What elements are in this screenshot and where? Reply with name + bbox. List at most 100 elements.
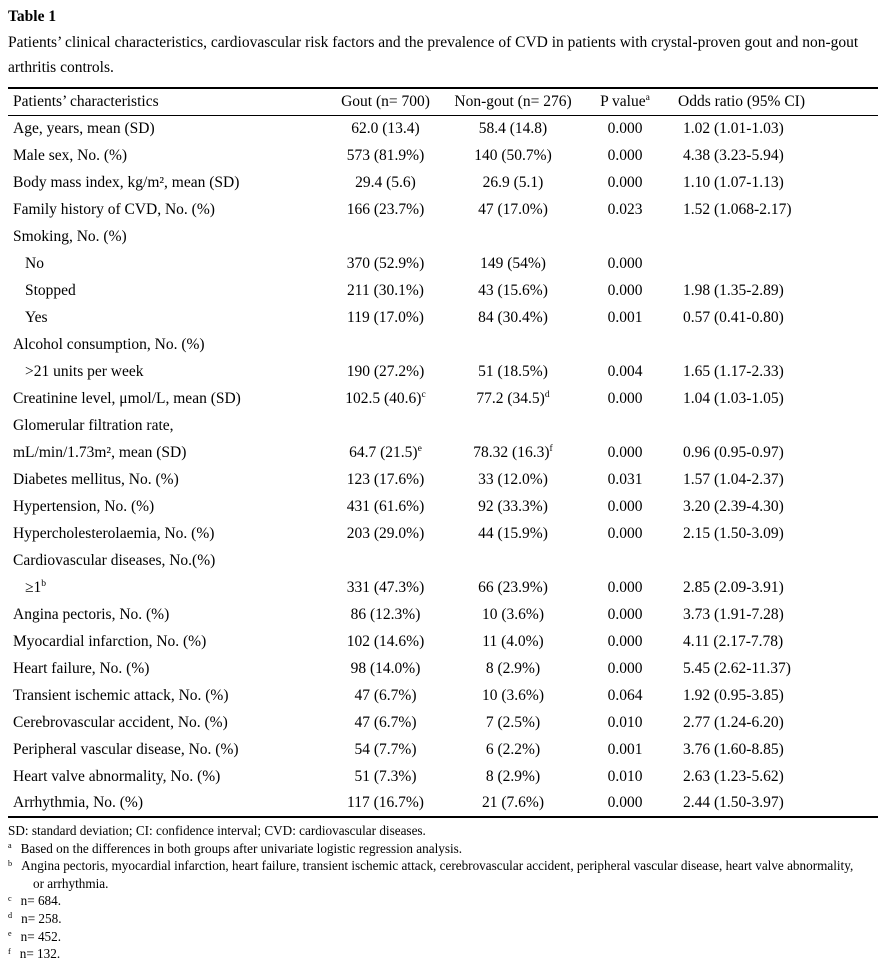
p-value-cell: 0.000 [607, 146, 643, 164]
table-body: Age, years, mean (SD) 62.0 (13.4) 58.4 (14… [8, 115, 878, 818]
row-label-cell: Family history of CVD, No. (%) [13, 200, 215, 218]
odds-ratio-cell [672, 412, 878, 439]
odds-ratio-cell: 1.57 (1.04-2.37) [683, 470, 784, 488]
row-label-cell: Peripheral vascular disease, No. (%) [13, 740, 239, 758]
footnote: d n= 258. [8, 910, 62, 926]
odds-ratio-cell: 5.45 (2.62-11.37) [683, 659, 791, 677]
odds-ratio-cell: 1.10 (1.07-1.13) [683, 173, 784, 191]
row-label-cell: >21 units per week [25, 362, 144, 380]
p-value-cell: 0.000 [607, 281, 643, 299]
nongout-value-cell: 10 (3.6%) [482, 605, 544, 623]
table-row: Heart failure, No. (%) 98 (14.0%) 8 (2.9%)… [8, 655, 878, 682]
gout-value-cell: 102.5 (40.6)c [345, 389, 426, 407]
row-label-cell: Heart valve abnormality, No. (%) [13, 767, 221, 785]
odds-ratio-cell: 2.44 (1.50-3.97) [672, 790, 878, 818]
row-label-cell: Age, years, mean (SD) [13, 119, 155, 137]
nongout-value-cell: 6 (2.2%) [485, 740, 541, 758]
gout-value-cell: 62.0 (13.4) [351, 119, 420, 137]
odds-ratio-cell: 1.98 (1.35-2.89) [683, 281, 784, 299]
p-value-cell: 0.000 [607, 119, 643, 137]
gout-value-cell: 190 (27.2%) [346, 362, 425, 380]
p-value-cell: 0.004 [607, 362, 643, 380]
nongout-value-cell: 21 (7.6%) [448, 790, 578, 818]
odds-ratio-cell: 1.02 (1.01-1.03) [683, 119, 784, 137]
nongout-value-cell: 149 (54%) [480, 254, 546, 272]
nongout-value-cell [448, 223, 578, 250]
column-header-1: Gout (n= 700) [323, 87, 448, 116]
table-row: Family history of CVD, No. (%) 166 (23.7%… [8, 196, 878, 223]
row-label-cell: Angina pectoris, No. (%) [13, 605, 170, 623]
p-value-cell: 0.031 [607, 470, 643, 488]
row-label-cell: Male sex, No. (%) [13, 146, 128, 164]
gout-value-cell [323, 547, 448, 574]
footnote: f n= 132. [8, 946, 61, 962]
nongout-value-cell [448, 547, 578, 574]
row-label-cell: Body mass index, kg/m², mean (SD) [13, 173, 240, 191]
table-row: Peripheral vascular disease, No. (%) 54 (… [8, 736, 878, 763]
table-row: Creatinine level, μmol/L, mean (SD) 102.5… [8, 385, 878, 412]
p-value-cell: 0.000 [607, 254, 643, 272]
p-value-cell: 0.000 [607, 173, 643, 191]
table-row: Arrhythmia, No. (%) 117 (16.7%) 21 (7.6%) 0… [8, 790, 878, 818]
nongout-value-cell: 43 (15.6%) [478, 281, 548, 299]
row-label-cell: Cardiovascular diseases, No.(%) [13, 551, 216, 569]
odds-ratio-cell: 3.73 (1.91-7.28) [683, 605, 784, 623]
table-row: Transient ischemic attack, No. (%) 47 (6.… [8, 682, 878, 709]
table-row: Smoking, No. (%) [8, 223, 878, 250]
footnotes: SD: standard deviation; CI: confidence i… [8, 822, 878, 963]
odds-ratio-cell: 0.57 (0.41-0.80) [683, 308, 784, 326]
column-header-3: P valuea [578, 87, 672, 116]
row-label-cell: Transient ischemic attack, No. (%) [13, 686, 229, 704]
nongout-value-cell: 84 (30.4%) [478, 308, 548, 326]
gout-value-cell [323, 331, 448, 358]
odds-ratio-cell: 1.65 (1.17-2.33) [683, 362, 784, 380]
row-label-cell: Diabetes mellitus, No. (%) [13, 470, 179, 488]
gout-value-cell: 119 (17.0%) [347, 308, 424, 326]
odds-ratio-cell: 0.96 (0.95-0.97) [683, 443, 784, 461]
footnote-marker: e [8, 929, 12, 939]
nongout-value-cell: 47 (17.0%) [478, 200, 548, 218]
row-label-cell: Creatinine level, μmol/L, mean (SD) [13, 389, 241, 407]
nongout-value-cell [448, 331, 578, 358]
odds-ratio-cell: 4.38 (3.23-5.94) [683, 146, 784, 164]
footnote: SD: standard deviation; CI: confidence i… [8, 823, 426, 838]
footnote-marker: c [8, 893, 12, 903]
p-value-cell: 0.000 [607, 632, 643, 650]
footnote: e n= 452. [8, 928, 62, 944]
table-row: Stopped 211 (30.1%) 43 (15.6%) 0.000 1.98 (1… [8, 277, 878, 304]
odds-ratio-cell [672, 250, 878, 277]
p-value-cell [578, 547, 672, 574]
gout-value-cell: 86 (12.3%) [350, 605, 421, 623]
footnote-marker: a [8, 841, 12, 851]
column-header-4: Odds ratio (95% CI) [672, 87, 878, 116]
nongout-value-cell: 58.4 (14.8) [478, 119, 548, 137]
table-row: Glomerular filtration rate, [8, 412, 878, 439]
nongout-value-cell: 140 (50.7%) [474, 146, 552, 164]
footnote: b Angina pectoris, myocardial infarction,… [8, 858, 854, 891]
gout-value-cell: 47 (6.7%) [354, 686, 417, 704]
odds-ratio-cell: 3.20 (2.39-4.30) [683, 497, 784, 515]
p-value-cell: 0.000 [607, 443, 643, 461]
table-row: Angina pectoris, No. (%) 86 (12.3%) 10 (3.… [8, 601, 878, 628]
gout-value-cell [323, 223, 448, 250]
p-value-cell [578, 331, 672, 358]
nongout-value-cell: 26.9 (5.1) [482, 173, 544, 191]
nongout-value-cell [448, 412, 578, 439]
clinical-characteristics-table: Patients’ characteristics Gout (n= 700) No… [8, 87, 878, 818]
gout-value-cell [323, 412, 448, 439]
odds-ratio-cell: 2.85 (2.09-3.91) [683, 578, 784, 596]
nongout-value-cell: 8 (2.9%) [485, 659, 541, 677]
odds-ratio-cell: 2.15 (1.50-3.09) [683, 524, 784, 542]
p-value-cell [578, 223, 672, 250]
odds-ratio-cell: 4.11 (2.17-7.78) [683, 632, 784, 650]
odds-ratio-cell: 1.52 (1.068-2.17) [683, 200, 792, 218]
p-value-cell: 0.000 [607, 605, 643, 623]
nongout-value-cell: 51 (18.5%) [478, 362, 548, 380]
odds-ratio-cell: 2.77 (1.24-6.20) [683, 713, 784, 731]
gout-value-cell: 54 (7.7%) [354, 740, 417, 758]
nongout-value-cell: 11 (4.0%) [482, 632, 544, 650]
row-label-cell: Hypertension, No. (%) [13, 497, 155, 515]
row-label-cell: Alcohol consumption, No. (%) [13, 335, 205, 353]
p-value-cell: 0.064 [607, 686, 643, 704]
gout-value-cell: 123 (17.6%) [346, 470, 425, 488]
